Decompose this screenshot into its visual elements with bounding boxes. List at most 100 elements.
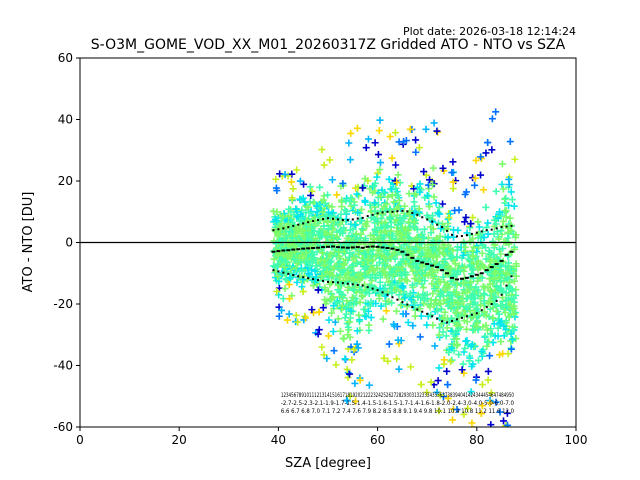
scatter-point [369,266,377,274]
scatter-point [468,419,476,427]
mean_minus_std-marker [351,283,354,286]
scatter-point [315,326,323,334]
scatter-point [502,317,510,325]
scatter-point [341,355,349,363]
scatter-point [484,230,492,238]
scatter-point [505,259,513,267]
scatter-point [374,201,382,209]
scatter-point [382,300,390,308]
scatter-point [496,351,504,359]
mean_plus_std-marker [455,235,458,238]
scatter-point [284,220,292,228]
mean_plus_std-marker [411,211,414,214]
scatter-point [395,197,403,205]
scatter-point [361,175,369,183]
scatter-point [309,231,317,239]
scatter-point [398,282,406,290]
scatter-point [386,133,394,141]
mean_plus_std-marker [341,219,344,222]
scatter-point [443,324,451,332]
scatter-point [350,201,358,209]
scatter-point [474,218,482,226]
scatter-point [454,243,462,251]
scatter-point [454,267,462,275]
scatter-point [444,302,452,310]
scatter-point [273,230,281,238]
scatter-point [482,149,490,157]
scatter-point [304,269,312,277]
scatter-point [420,299,428,307]
scatter-point [425,202,433,210]
scatter-point [296,177,304,185]
mean-marker [474,273,479,276]
scatter-point [486,257,494,265]
scatter-point [305,209,313,217]
scatter-point [429,321,437,329]
scatter-point [290,256,298,264]
mean_plus_std-marker [356,217,359,220]
mean-marker [296,248,301,251]
mean_plus_std-marker [470,232,473,235]
scatter-point [472,322,480,330]
scatter-point [317,207,325,215]
scatter-point [417,381,425,389]
scatter-point [505,240,513,248]
scatter-point [335,263,343,271]
scatter-point [387,219,395,227]
scatter-point [510,302,518,310]
scatter-point [445,349,453,357]
scatter-point [406,125,414,133]
scatter-point [411,312,419,320]
scatter-point [362,272,370,280]
mean_plus_std-marker [297,223,300,226]
scatter-point [302,314,310,322]
scatter-point [272,184,280,192]
scatter-point [463,295,471,303]
scatter-point [330,302,338,310]
scatter-point [496,262,504,270]
mean-marker [271,250,276,253]
scatter-point [490,230,498,238]
mean_minus_std-marker [465,315,468,318]
y-tick-label: 0 [65,236,73,250]
scatter-point [321,257,329,265]
scatter-point [314,286,322,294]
scatter-point [307,191,315,199]
scatter-point [469,326,477,334]
scatter-point [344,369,352,377]
scatter-point [371,226,379,234]
scatter-point [306,183,314,191]
scatter-point [435,364,443,372]
scatter-point [347,129,355,137]
scatter-point [285,212,293,220]
scatter-point [497,302,505,310]
mean_minus_std-marker [460,316,463,319]
scatter-point [326,156,334,164]
scatter-point [302,249,310,257]
y-axis-ticks: -60 -40 -20 0 20 40 60 [53,51,80,434]
scatter-point [285,281,293,289]
scatter-point [468,247,476,255]
scatter-point [431,342,439,350]
scatter-point [382,307,390,315]
scatter-point [477,153,485,161]
scatter-point [311,278,319,286]
scatter-point [505,181,513,189]
mean-marker [291,248,296,251]
scatter-point [340,261,348,269]
scatter-point [272,175,280,183]
scatter-point [481,284,489,292]
scatter-point [325,332,333,340]
scatter-point [300,277,308,285]
scatter-point [365,381,373,389]
scatter-point [344,323,352,331]
mean_minus_std-marker [401,301,404,304]
mean_plus_std-marker [480,230,483,233]
mean-marker [306,247,311,250]
scatter-point [480,233,488,241]
scatter-point [375,295,383,303]
mean_plus_std-marker [346,219,349,222]
scatter-point [497,338,505,346]
mean_minus_std-marker [500,293,503,296]
x-axis-label: SZA [degree] [285,456,371,471]
